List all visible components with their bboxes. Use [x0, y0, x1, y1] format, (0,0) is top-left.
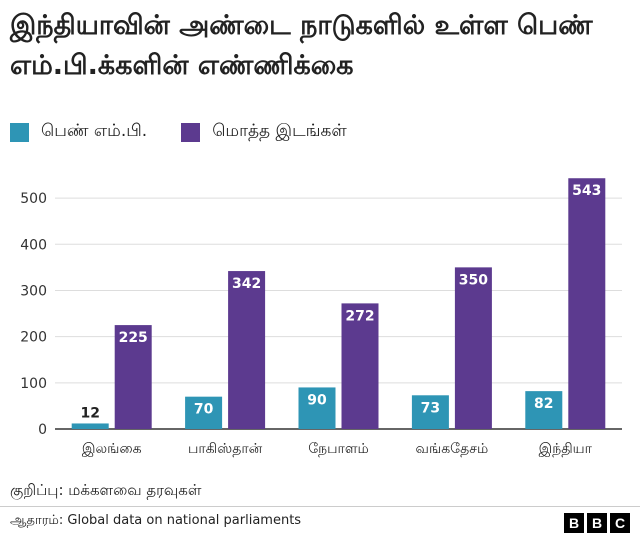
- bar-total-seats: [114, 325, 152, 429]
- y-tick-label: 500: [20, 191, 47, 207]
- y-tick-label: 200: [20, 330, 47, 346]
- logo-letter-b2: B: [587, 513, 607, 533]
- y-tick-label: 400: [20, 237, 47, 253]
- source-text: ஆதாரம்: Global data on national parliame…: [10, 513, 302, 528]
- x-category-label: இந்தியா: [539, 441, 593, 457]
- chart-title: இந்தியாவின் அண்டை நாடுகளில் உள்ள பெண் எம…: [10, 10, 593, 81]
- bar-total-seats: [341, 303, 379, 429]
- bar-women-mps: [71, 423, 109, 429]
- data-label-total-seats: 342: [232, 276, 261, 292]
- legend-label-women-mps: பெண் எம்.பி.: [41, 121, 148, 141]
- x-category-label: வங்கதேசம்: [416, 441, 489, 457]
- bar-women-mps: [298, 387, 336, 429]
- legend-item-women-mps: பெண் எம்.பி.: [10, 121, 147, 143]
- legend-label-total-seats: மொத்த இடங்கள்: [212, 121, 347, 141]
- y-tick-label: 100: [20, 376, 47, 392]
- data-label-women-mps: 70: [194, 402, 214, 418]
- bar-total-seats: [454, 267, 492, 429]
- legend-item-total-seats: மொத்த இடங்கள்: [181, 121, 347, 143]
- bar-total-seats: [228, 271, 266, 429]
- y-tick-label: 0: [38, 422, 47, 438]
- chart-note: குறிப்பு: மக்களவை தரவுகள்: [10, 481, 202, 499]
- bbc-logo: B B C: [561, 513, 630, 533]
- bar-chart: 0 100 200 300 400 500 12 225 இலங்கை 70 342 பாகிஸ்தா…: [20, 178, 622, 457]
- data-label-total-seats: 350: [459, 272, 488, 288]
- data-label-total-seats: 272: [345, 308, 374, 324]
- bar-total-seats: [568, 178, 606, 429]
- data-label-total-seats: 543: [572, 183, 601, 199]
- bar-women-mps: [185, 396, 223, 429]
- x-category-label: இலங்கை: [82, 441, 142, 457]
- data-label-women-mps: 12: [80, 405, 99, 421]
- data-label-women-mps: 90: [307, 392, 327, 408]
- x-category-label: பாகிஸ்தான்: [188, 441, 263, 457]
- footer-divider: [0, 506, 640, 507]
- legend: பெண் எம்.பி. மொத்த இடங்கள்: [10, 119, 381, 145]
- bar-women-mps: [525, 391, 563, 429]
- y-tick-label: 300: [20, 283, 47, 299]
- logo-letter-b1: B: [564, 513, 584, 533]
- data-label-total-seats: 225: [119, 330, 148, 346]
- x-category-label: நேபாளம்: [308, 441, 369, 457]
- data-label-women-mps: 82: [534, 396, 553, 412]
- legend-swatch-total-seats: [181, 122, 201, 142]
- legend-swatch-women-mps: [10, 122, 29, 142]
- bar-women-mps: [411, 395, 449, 429]
- data-label-women-mps: 73: [421, 400, 440, 416]
- logo-letter-c: C: [610, 513, 630, 533]
